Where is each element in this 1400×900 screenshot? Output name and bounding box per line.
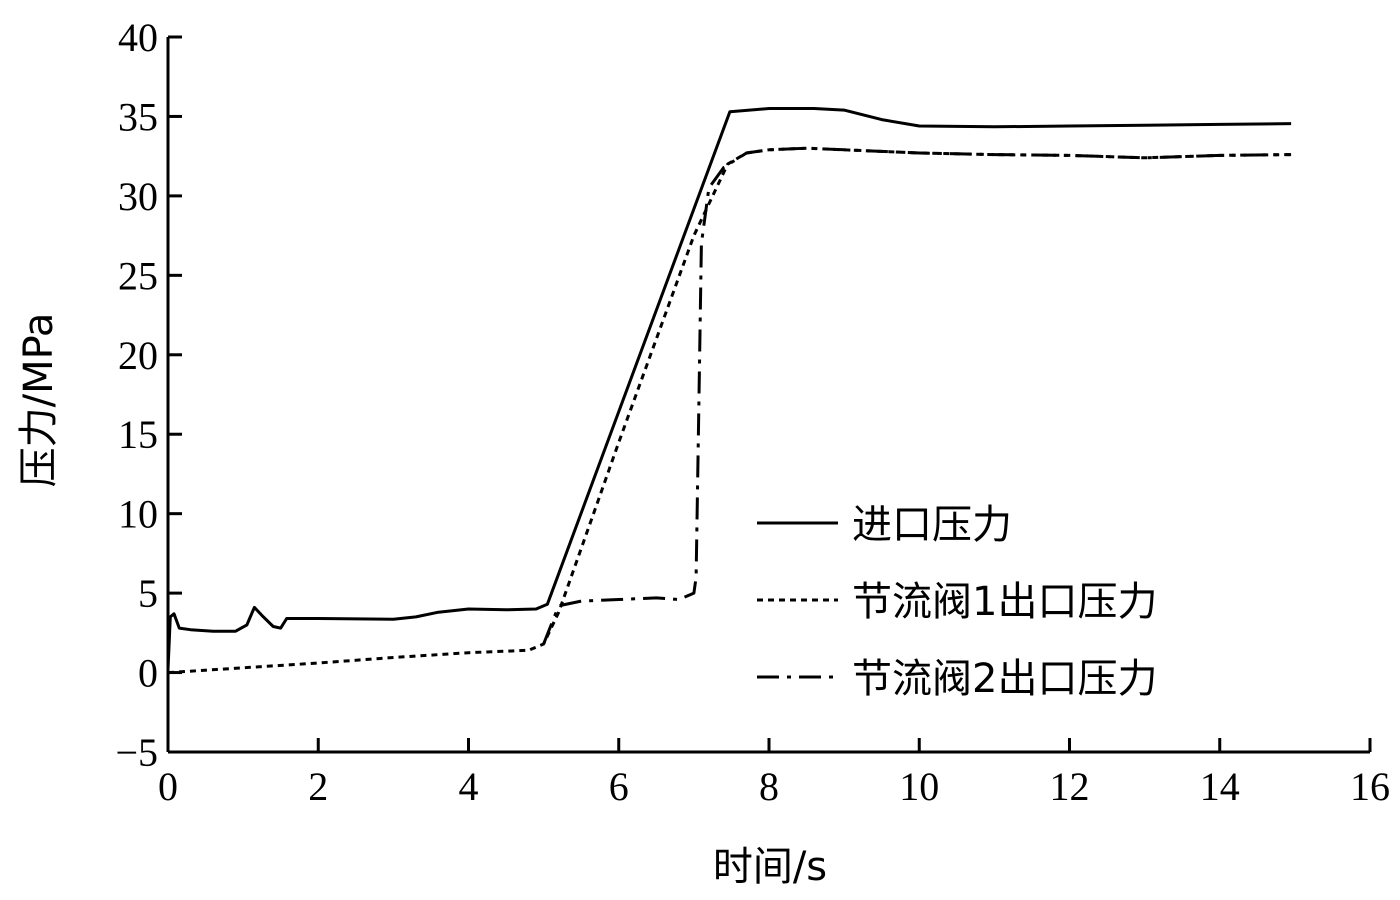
y-tick-label: 15 xyxy=(118,412,158,457)
y-tick-label: 30 xyxy=(118,174,158,219)
y-ticks: −5 0 5 10 15 20 25 30 35 40 xyxy=(115,15,182,775)
x-axis-title: 时间/s xyxy=(713,844,827,890)
series-line-1 xyxy=(166,107,1292,670)
x-tick-label: 2 xyxy=(308,764,328,809)
series-lines xyxy=(166,107,1292,675)
y-tick-label: 5 xyxy=(138,571,158,616)
x-tick-label: 8 xyxy=(759,764,779,809)
y-tick-label: 25 xyxy=(118,253,158,298)
y-tick-label: 10 xyxy=(118,492,158,537)
x-tick-label: 0 xyxy=(158,764,178,809)
legend-label-3: 节流阀2出口压力 xyxy=(852,656,1157,702)
y-tick-label: 35 xyxy=(118,94,158,139)
legend-label-1: 进口压力 xyxy=(852,502,1012,548)
series-line-3 xyxy=(542,146,1292,645)
x-ticks: 0 2 4 6 8 10 12 14 16 xyxy=(158,738,1390,809)
x-tick-label: 14 xyxy=(1200,764,1240,809)
legend-label-2: 节流阀1出口压力 xyxy=(852,579,1157,625)
x-tick-label: 16 xyxy=(1350,764,1390,809)
y-tick-label: 40 xyxy=(118,15,158,60)
y-tick-label: −5 xyxy=(115,730,158,775)
y-axis-title: 压力/MPa xyxy=(16,313,62,488)
x-tick-label: 12 xyxy=(1050,764,1090,809)
x-tick-label: 4 xyxy=(459,764,479,809)
x-tick-label: 10 xyxy=(899,764,939,809)
y-tick-label: 20 xyxy=(118,333,158,378)
x-tick-label: 6 xyxy=(609,764,629,809)
axes xyxy=(166,37,1370,754)
y-tick-label: 0 xyxy=(138,651,158,696)
